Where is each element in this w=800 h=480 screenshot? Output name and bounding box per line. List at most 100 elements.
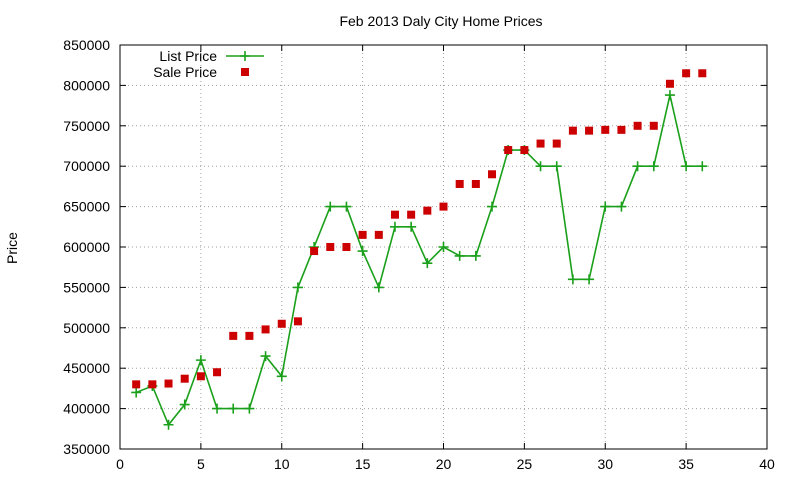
y-tick-label: 750000: [63, 118, 110, 134]
sale-price-point: [164, 379, 173, 388]
sale-price-point: [293, 317, 302, 326]
list-price-point: [276, 371, 287, 382]
list-price-point: [325, 201, 336, 212]
sale-price-point: [698, 69, 707, 78]
x-tick-label: 20: [436, 456, 452, 472]
x-tick-label: 40: [759, 456, 775, 472]
list-price-point: [551, 161, 562, 172]
y-tick-label: 600000: [63, 239, 110, 255]
sale-price-point: [536, 139, 545, 148]
sale-price-point: [374, 230, 383, 239]
list-price-point: [535, 161, 546, 172]
legend-swatch-marker: [240, 51, 250, 61]
sale-price-point: [488, 170, 497, 179]
sale-price-point: [342, 243, 351, 251]
y-tick-label: 400000: [63, 401, 110, 417]
list-price-point: [648, 161, 659, 172]
list-price-point: [406, 221, 417, 232]
list-price-point: [244, 403, 255, 414]
list-price-point: [357, 246, 368, 257]
x-tick-label: 25: [517, 456, 533, 472]
sale-price-point: [504, 146, 513, 155]
list-price-point: [567, 274, 578, 285]
sale-price-point: [552, 139, 561, 148]
y-tick-label: 650000: [63, 199, 110, 215]
legend-label: Sale Price: [153, 64, 217, 80]
list-price-point: [600, 201, 611, 212]
sale-price-point: [471, 179, 480, 188]
axis-ticks: 350000 400000 450000 500000 550000 600000 6500…: [63, 37, 775, 472]
list-price-line: [135, 94, 703, 427]
list-price-point: [454, 250, 465, 261]
list-price-point: [292, 282, 303, 293]
list-price-point: [260, 351, 271, 362]
series-list-price: [131, 90, 708, 430]
sale-price-point: [633, 121, 642, 130]
sale-price-point: [423, 206, 432, 215]
list-price-point: [422, 258, 433, 269]
list-price-point: [373, 282, 384, 293]
x-tick-label: 5: [197, 456, 205, 472]
x-tick-label: 15: [355, 456, 371, 472]
sale-price-point: [407, 210, 416, 219]
list-price-point: [179, 399, 190, 410]
sale-price-point: [326, 243, 335, 251]
x-tick-label: 10: [274, 456, 290, 472]
sale-price-point: [229, 331, 238, 340]
y-tick-label: 800000: [63, 77, 110, 93]
sale-price-point: [617, 125, 626, 134]
sale-price-point: [196, 372, 205, 381]
list-price-point: [664, 90, 675, 101]
sale-price-point: [520, 146, 529, 155]
sale-price-point: [455, 179, 464, 188]
y-axis-label: Price: [4, 232, 20, 264]
sale-price-point: [132, 380, 141, 389]
grid: [120, 45, 767, 449]
sale-price-point: [261, 325, 270, 334]
y-tick-label: 350000: [63, 441, 110, 457]
series-layer: [131, 69, 708, 430]
legend-label: List Price: [159, 48, 217, 64]
list-price-point: [212, 403, 223, 414]
list-price-point: [131, 387, 142, 398]
sale-price-point: [649, 121, 658, 130]
sale-price-point: [439, 202, 448, 211]
list-price-point: [389, 221, 400, 232]
y-tick-label: 850000: [63, 37, 110, 53]
sale-price-point: [310, 247, 319, 256]
list-price-point: [697, 161, 708, 172]
sale-price-point: [601, 125, 610, 134]
list-price-point: [195, 355, 206, 366]
x-tick-label: 35: [678, 456, 694, 472]
sale-price-point: [148, 380, 157, 389]
list-price-point: [616, 201, 627, 212]
series-sale-price: [132, 69, 707, 389]
list-price-point: [681, 161, 692, 172]
y-tick-label: 450000: [63, 360, 110, 376]
y-tick-label: 500000: [63, 320, 110, 336]
sale-price-point: [358, 230, 367, 239]
sale-price-point: [682, 69, 691, 78]
x-tick-label: 30: [597, 456, 613, 472]
chart-title: Feb 2013 Daly City Home Prices: [339, 13, 542, 29]
sale-price-point: [568, 126, 577, 135]
sale-price-point: [245, 331, 254, 340]
list-price-point: [584, 274, 595, 285]
y-tick-label: 700000: [63, 158, 110, 174]
x-tick-label: 0: [116, 456, 124, 472]
y-tick-label: 550000: [63, 279, 110, 295]
list-price-point: [341, 201, 352, 212]
sale-price-point: [585, 126, 594, 135]
list-price-point: [163, 419, 174, 430]
sale-price-point: [277, 319, 286, 328]
sale-price-point: [180, 374, 189, 383]
list-price-point: [487, 201, 498, 212]
legend-swatch-marker: [241, 68, 249, 76]
list-price-point: [632, 161, 643, 172]
list-price-point: [438, 242, 449, 252]
sale-price-point: [390, 210, 399, 219]
sale-price-point: [213, 368, 222, 377]
list-price-point: [470, 250, 481, 261]
